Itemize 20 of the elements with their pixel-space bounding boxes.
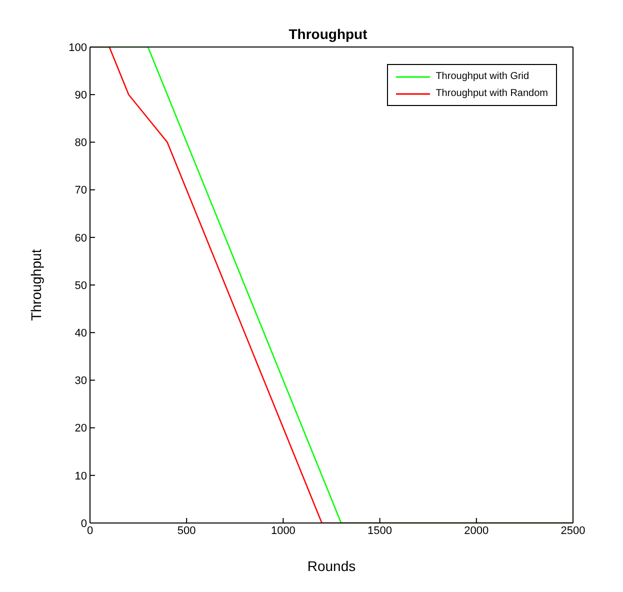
y-tick-label: 40: [74, 328, 87, 340]
y-tick-label: 70: [74, 184, 87, 197]
y-tick-label: 100: [68, 42, 87, 54]
x-axis-title: Rounds: [307, 558, 356, 574]
legend-label: Throughput with Grid: [436, 70, 530, 84]
x-tick-label: 1000: [270, 524, 296, 537]
chart-title: Throughput: [288, 26, 368, 42]
y-axis-title: Throughput: [28, 249, 44, 321]
y-tick-label: 10: [74, 470, 87, 482]
y-tick-label: 30: [74, 375, 87, 388]
y-tick-label: 60: [74, 232, 87, 244]
y-tick-label: 80: [74, 137, 87, 150]
y-tick-label: 20: [74, 422, 87, 435]
legend-label: Throughput with Random: [436, 87, 548, 101]
x-tick-label: 2000: [464, 524, 489, 537]
x-tick-label: 500: [177, 524, 196, 537]
y-tick-label: 50: [74, 280, 87, 292]
y-tick-label: 90: [74, 90, 87, 102]
x-tick-label: 2500: [560, 524, 586, 537]
x-tick-label: 1500: [368, 524, 392, 537]
